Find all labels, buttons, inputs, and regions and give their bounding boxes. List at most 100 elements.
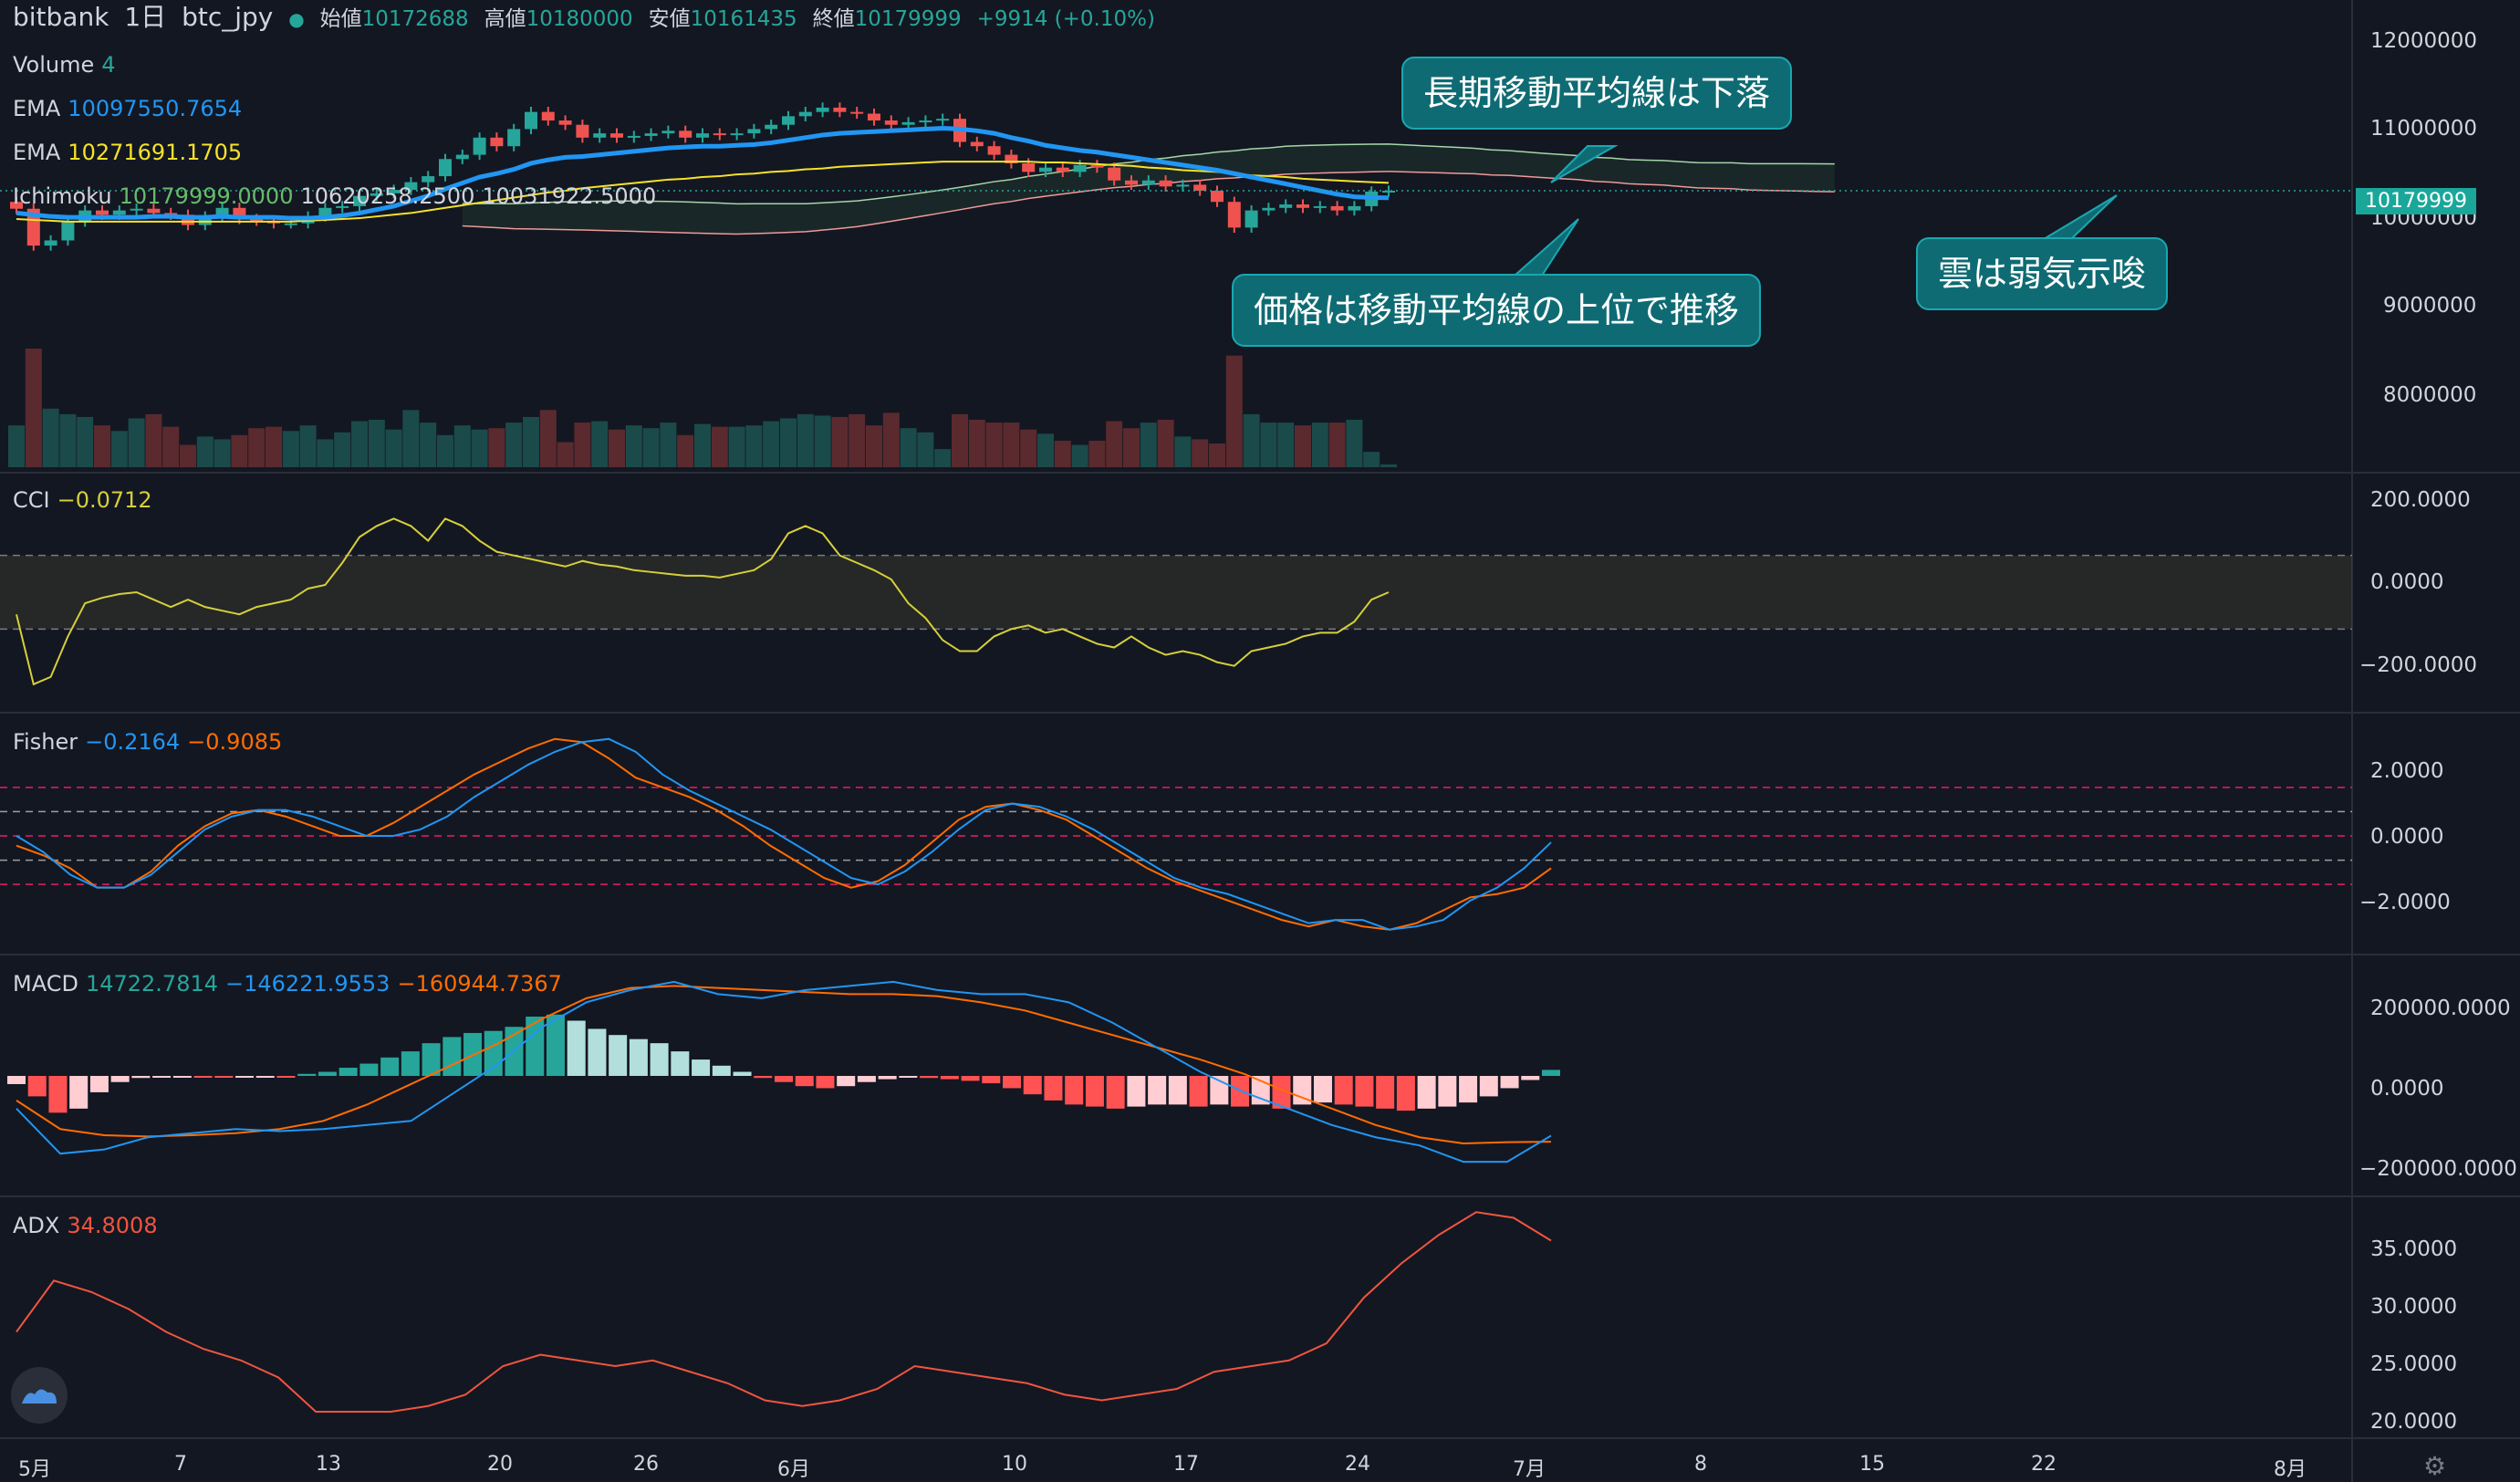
volume-bar (1157, 420, 1174, 467)
time-tick: 6月 (777, 1458, 810, 1481)
fisher-legend[interactable]: Fisher −0.2164 −0.9085 (13, 728, 289, 756)
fisher-trigger-line (16, 737, 1552, 931)
volume-bar (8, 425, 25, 467)
volume-bar (94, 425, 110, 467)
volume-bar (574, 423, 591, 467)
macd-histogram-bar (650, 1043, 669, 1076)
candle-body (1073, 164, 1087, 172)
volume-bar (1311, 423, 1328, 467)
candle-body (1262, 207, 1276, 211)
candle-body (387, 190, 401, 193)
cci-value: −0.0712 (57, 487, 152, 513)
candle-body (112, 210, 126, 215)
ema-slow-line (16, 161, 1390, 223)
volume-bar (437, 434, 453, 467)
macd-histogram-bar (172, 1076, 192, 1078)
candle-body (1056, 167, 1069, 172)
candle-body (96, 210, 109, 215)
candle-body (627, 135, 640, 138)
volume-bar (677, 434, 694, 467)
volume-bar (488, 428, 505, 467)
cci-legend[interactable]: CCI −0.0712 (13, 486, 160, 514)
ema-slow-legend[interactable]: EMA 10271691.1705 (13, 139, 249, 166)
cci-label: CCI (13, 487, 50, 513)
volume-bar (25, 349, 42, 467)
ichimoku-v3: 10031922.5000 (482, 183, 657, 209)
macd-histogram-bar (1293, 1076, 1312, 1105)
candle-body (919, 120, 932, 123)
macd-histogram-bar (816, 1076, 835, 1089)
time-tick: 15 (1859, 1453, 1885, 1476)
fisher-label: Fisher (13, 729, 78, 755)
candle-body (147, 208, 161, 214)
time-tick: 10 (1002, 1453, 1027, 1476)
volume-bar (797, 413, 814, 467)
macd-histogram-bar (1376, 1076, 1395, 1109)
ichimoku-v1: 10179999.0000 (119, 183, 294, 209)
macd-histogram-bar (318, 1071, 337, 1076)
volume-bar (248, 428, 266, 467)
candle-body (318, 207, 332, 217)
volume-legend[interactable]: Volume 4 (13, 51, 123, 78)
adx-legend[interactable]: ADX 34.8008 (13, 1212, 165, 1239)
candle-body (713, 133, 726, 136)
settings-gear-icon[interactable]: ⚙ (2423, 1451, 2447, 1481)
fisher-tick: 2.0000 (2370, 759, 2444, 783)
macd-histogram-bar (214, 1076, 234, 1078)
macd-histogram-bar (89, 1076, 109, 1092)
candle-body (987, 146, 1001, 155)
adx-tick: 30.0000 (2370, 1295, 2458, 1319)
candle-body (44, 240, 57, 246)
interval-label[interactable]: 1日 (124, 2, 167, 32)
macd-histogram-bar (27, 1076, 47, 1097)
ema-slow-value: 10271691.1705 (68, 140, 243, 165)
candle-body (26, 208, 40, 246)
macd-histogram-bar (837, 1076, 856, 1087)
callout-pointer (1512, 218, 1579, 277)
close-value: 10179999 (854, 7, 962, 31)
candle-body (541, 111, 555, 121)
exchange-name[interactable]: bitbank (13, 2, 109, 32)
symbol-label[interactable]: btc_jpy (182, 2, 274, 32)
ichimoku-label: Ichimoku (13, 183, 112, 209)
macd-histogram-bar (899, 1076, 918, 1078)
candle-body (850, 111, 864, 114)
macd-histogram-bar (110, 1076, 130, 1082)
volume-bar (299, 425, 317, 467)
time-tick: 17 (1173, 1453, 1199, 1476)
candle-body (422, 176, 435, 183)
macd-histogram-bar (1003, 1076, 1022, 1089)
price-tick: 8000000 (2383, 383, 2477, 407)
ema-fast-legend[interactable]: EMA 10097550.7654 (13, 95, 249, 122)
high-value: 10180000 (526, 7, 633, 31)
macd-histogram-bar (1479, 1076, 1498, 1097)
tradingview-logo-icon[interactable] (11, 1367, 68, 1424)
ema-fast-label: EMA (13, 96, 61, 121)
candle-body (1022, 162, 1036, 172)
volume-bar (1071, 444, 1088, 467)
macd-histogram-bar (443, 1037, 462, 1076)
volume-bar (453, 425, 471, 467)
macd-histogram-bar (1106, 1076, 1125, 1109)
macd-legend[interactable]: MACD 14722.7814 −146221.9553 −160944.7367 (13, 970, 569, 997)
candle-body (644, 133, 658, 136)
time-tick: 5月 (18, 1458, 51, 1481)
macd-histogram-bar (920, 1076, 939, 1079)
open-value: 10172688 (361, 7, 469, 31)
ichimoku-legend[interactable]: Ichimoku 10179999.0000 10620258.2500 100319… (13, 183, 663, 210)
volume-bar (745, 425, 763, 467)
candle-body (747, 129, 761, 134)
macd-histogram-bar (1500, 1076, 1519, 1089)
macd-histogram-bar (1334, 1076, 1353, 1105)
candle-body (868, 113, 880, 121)
volume-bar (952, 413, 968, 467)
ichimoku-cloud (462, 143, 1835, 235)
candle-body (696, 133, 709, 138)
volume-bar (1295, 425, 1311, 467)
volume-bar (814, 415, 831, 467)
adx-label: ADX (13, 1213, 60, 1238)
volume-bar (282, 431, 299, 467)
volume-bar (557, 442, 574, 467)
time-tick: 22 (2031, 1453, 2057, 1476)
